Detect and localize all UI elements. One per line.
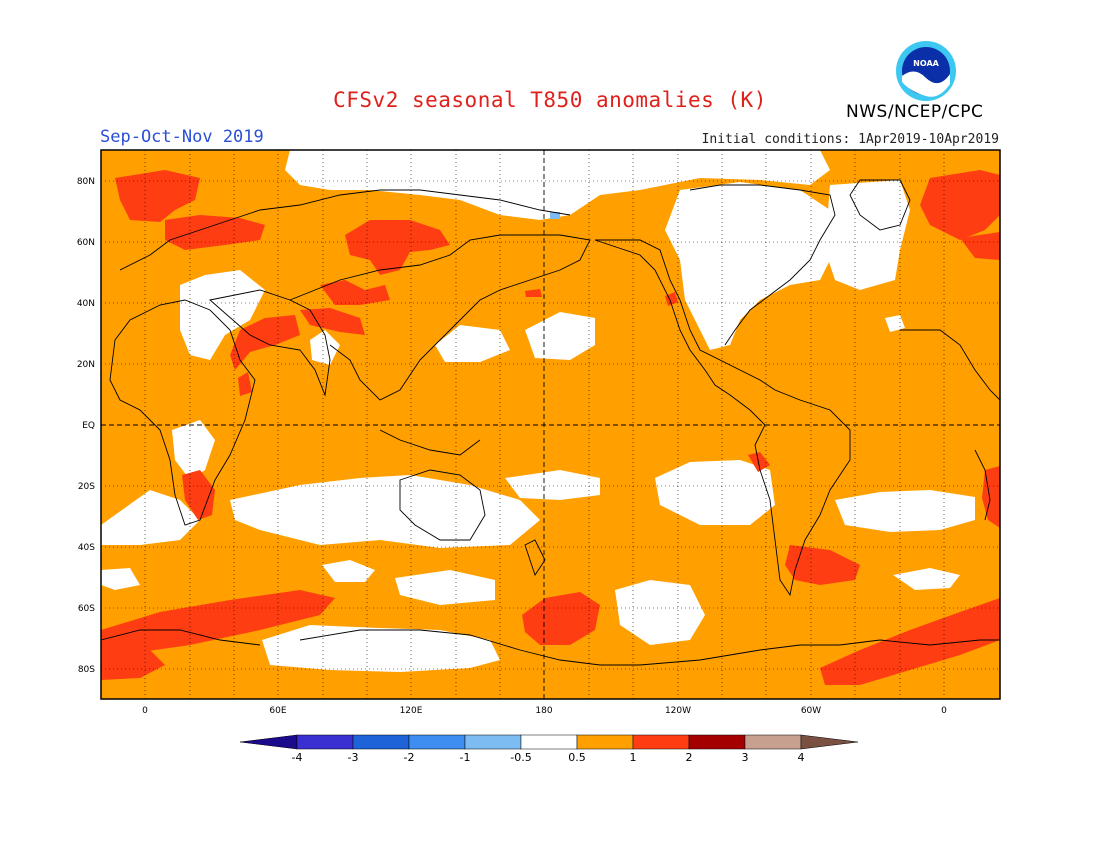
colorbar-swatch	[744, 734, 802, 750]
lon-label: 0	[142, 706, 148, 716]
colorbar-swatch	[576, 734, 634, 750]
colorbar-swatch	[632, 734, 690, 750]
lat-label: 80S	[78, 665, 95, 675]
lat-label: 60N	[77, 238, 95, 248]
coastlines	[101, 179, 1000, 666]
colorbar-swatch	[800, 734, 859, 750]
colorbar-swatch	[239, 734, 298, 750]
colorbar-label: -4	[292, 751, 303, 764]
longitude-labels: 0 60E 120E 180 120W 60W 0	[142, 706, 947, 716]
colorbar-label: -2	[404, 751, 415, 764]
colorbar-label: 4	[798, 751, 805, 764]
lon-label: 180	[535, 706, 552, 716]
reference-lines	[101, 150, 1000, 699]
colorbar: -4 -3 -2 -1 -0.5 0.5 1 2 3 4	[239, 734, 859, 764]
lat-label: EQ	[82, 421, 95, 431]
initial-conditions-label: Initial conditions: 1Apr2019-10Apr2019	[701, 132, 999, 147]
colorbar-swatch	[464, 734, 522, 750]
lat-label: 60S	[78, 604, 95, 614]
colorbar-label: -3	[348, 751, 359, 764]
colorbar-swatch	[296, 734, 354, 750]
lat-label: 20S	[78, 482, 95, 492]
lat-label: 80N	[77, 177, 95, 187]
colorbar-swatch	[352, 734, 410, 750]
colorbar-label: -0.5	[510, 751, 531, 764]
lat-label: 40N	[77, 299, 95, 309]
colorbar-label: 0.5	[568, 751, 586, 764]
colorbar-label: 1	[630, 751, 637, 764]
lon-label: 120E	[400, 706, 423, 716]
colorbar-swatch	[408, 734, 466, 750]
map-title: CFSv2 seasonal T850 anomalies (K)	[333, 88, 767, 112]
season-label: Sep-Oct-Nov 2019	[100, 127, 264, 147]
latitude-labels: 80N 60N 40N 20N EQ 20S 40S 60S 80S	[77, 177, 95, 675]
logo-text: NOAA	[913, 59, 939, 68]
colorbar-label: -1	[460, 751, 471, 764]
lon-label: 0	[941, 706, 947, 716]
map-field	[101, 150, 1000, 699]
colorbar-label: 3	[742, 751, 749, 764]
lat-label: 40S	[78, 543, 95, 553]
lon-label: 60E	[269, 706, 286, 716]
lat-label: 20N	[77, 360, 95, 370]
lon-label: 120W	[665, 706, 691, 716]
colorbar-swatch	[688, 734, 746, 750]
agency-label: NWS/NCEP/CPC	[846, 102, 984, 122]
map-frame	[100, 149, 1001, 700]
cool-anomaly-patch	[550, 212, 560, 219]
noaa-logo: NOAA	[895, 40, 957, 102]
colorbar-label: 2	[686, 751, 693, 764]
lon-label: 60W	[801, 706, 821, 716]
colorbar-swatch	[520, 734, 578, 750]
